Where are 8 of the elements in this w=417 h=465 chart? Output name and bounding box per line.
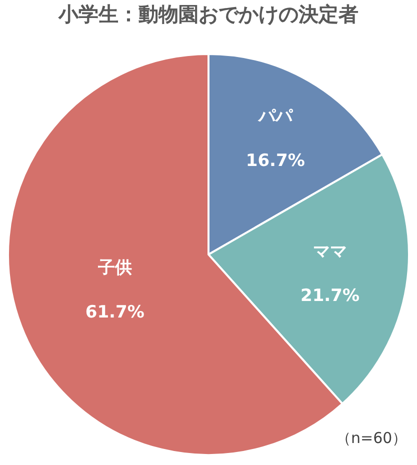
slice-label: ママ [312,242,347,262]
slice-label: パパ [257,106,294,127]
text: （n=60） [336,429,408,447]
data-label: 16.7% [246,150,305,171]
data-label: 61.7% [85,302,144,322]
data-label: 21.7% [300,286,360,306]
chart-title: 小学生：動物園おでかけの決定者 [58,2,358,26]
slice-label: 子供 [96,258,132,278]
